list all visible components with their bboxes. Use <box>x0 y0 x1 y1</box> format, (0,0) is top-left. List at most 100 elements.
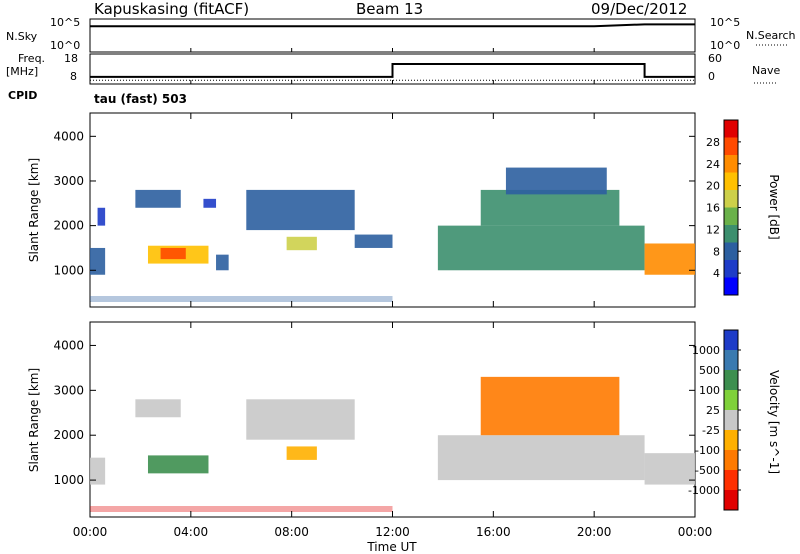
y-tick-label: 1000 <box>53 473 84 487</box>
beam-title: Beam 13 <box>356 0 424 18</box>
power-colorbar-tick-label: 20 <box>706 180 720 193</box>
x-tick-label: 00:00 <box>678 525 713 539</box>
nave-label: Nave <box>752 64 781 77</box>
power-cell <box>160 247 186 260</box>
power-colorbar-tick-label: 16 <box>706 202 720 215</box>
power-colorbar-swatch <box>724 260 738 278</box>
y-tick-label: 2000 <box>53 428 84 442</box>
nsky-label: N.Sky <box>6 30 38 43</box>
freq-label-line1: Freq. <box>18 52 46 65</box>
cpid-label: CPID <box>8 89 38 102</box>
freq-series-line <box>90 62 695 78</box>
velocity-colorbar-swatch <box>724 330 738 351</box>
y-tick-label: 2000 <box>53 219 84 233</box>
power-cell <box>644 243 695 275</box>
velocity-colorbar: 1000 500 100 25 -25 -100 -500 -1000 <box>688 329 741 511</box>
velocity-colorbar-tick-label: -25 <box>702 424 720 437</box>
velocity-colorbar-tick-label: 1000 <box>692 344 720 357</box>
velocity-cell <box>286 446 317 460</box>
velocity-y-axis-label: Slant Range [km] <box>27 368 41 472</box>
y-tick-label: 3000 <box>53 174 84 188</box>
date-title: 09/Dec/2012 <box>591 0 688 18</box>
nsearch-label: N.Search <box>746 29 796 42</box>
power-colorbar-swatch <box>724 225 738 243</box>
velocity-colorbar-swatch <box>724 450 738 471</box>
velocity-near-range-band <box>90 506 393 512</box>
velocity-colorbar-tick-label: 25 <box>706 404 720 417</box>
power-near-range-band <box>90 296 393 302</box>
nsky-right-tick-top: 10^5 <box>710 16 741 29</box>
x-tick-label: 04:00 <box>174 525 209 539</box>
power-colorbar-swatch <box>724 120 738 138</box>
velocity-colorbar-tick-label: -1000 <box>688 484 720 497</box>
nsky-left-tick-bottom: 10^0 <box>50 39 81 52</box>
cpid-text: tau (fast) 503 <box>94 92 187 106</box>
nsky-left-tick-top: 10^5 <box>50 16 81 29</box>
power-colorbar-swatch <box>724 172 738 191</box>
x-tick-label: 20:00 <box>577 525 612 539</box>
nsky-right-tick-bottom: 10^0 <box>710 39 741 52</box>
power-cell <box>246 189 355 231</box>
power-colorbar-tick-label: 12 <box>706 223 720 236</box>
velocity-colorbar-tick-label: 500 <box>699 364 720 377</box>
power-colorbar-swatch <box>724 242 738 261</box>
power-cell <box>437 225 645 271</box>
power-cell <box>135 189 181 208</box>
power-colorbar-label: Power [dB] <box>767 174 781 239</box>
velocity-cell <box>480 376 620 436</box>
velocity-colorbar-swatch <box>724 470 738 491</box>
velocity-colorbar-swatch <box>724 410 738 431</box>
power-colorbar-tick-label: 4 <box>713 267 720 280</box>
velocity-cell <box>135 399 181 418</box>
y-tick-label: 4000 <box>53 129 84 143</box>
velocity-colorbar-swatch <box>724 490 738 511</box>
station-title: Kapuskasing (fitACF) <box>94 0 250 18</box>
freq-left-tick-bottom: 8 <box>70 70 77 83</box>
velocity-colorbar-swatch <box>724 430 738 451</box>
freq-line-layer <box>90 62 695 81</box>
power-colorbar-tick-label: 24 <box>706 158 720 171</box>
velocity-colorbar-frame <box>723 329 739 511</box>
power-cell <box>505 167 607 195</box>
x-tick-label: 16:00 <box>476 525 511 539</box>
velocity-colorbar-swatch <box>724 390 738 411</box>
power-cell <box>216 254 229 271</box>
power-colorbar-tick-label: 8 <box>713 245 720 258</box>
power-cell <box>286 236 317 251</box>
velocity-colorbar-swatch <box>724 350 738 371</box>
power-cell <box>97 207 106 226</box>
power-colorbar-swatch <box>724 277 738 296</box>
velocity-colorbar-label: Velocity [m s^-1] <box>767 370 781 474</box>
x-axis-label: Time UT <box>366 540 417 554</box>
power-colorbar: 28 24 20 16 12 8 4 <box>706 119 741 296</box>
axis-ticks-layer: 00:00 04:00 08:00 12:00 16:00 20:00 00:00 1000 2… <box>53 48 712 539</box>
power-colorbar-tick-label: 28 <box>706 136 720 149</box>
velocity-colorbar-tick-label: -100 <box>695 444 720 457</box>
velocity-colorbar-tick-label: 100 <box>699 384 720 397</box>
freq-left-tick-top: 18 <box>64 52 78 65</box>
nsky-line-layer <box>90 23 695 28</box>
velocity-cell <box>90 457 106 485</box>
velocity-colorbar-tick-label: -500 <box>695 464 720 477</box>
power-colorbar-swatch <box>724 155 738 173</box>
y-tick-label: 1000 <box>53 263 84 277</box>
y-tick-label: 3000 <box>53 383 84 397</box>
nsky-series-line <box>90 23 695 28</box>
velocity-cell <box>437 435 645 481</box>
velocity-cell <box>147 455 209 474</box>
power-cell <box>480 189 620 226</box>
velocity-cell <box>644 453 695 485</box>
power-heatmap-layer <box>90 167 695 302</box>
velocity-cell <box>246 399 355 440</box>
freq-right-tick-top: 60 <box>708 52 722 65</box>
x-tick-label: 12:00 <box>375 525 410 539</box>
x-tick-label: 00:00 <box>73 525 108 539</box>
power-colorbar-swatch <box>724 207 738 226</box>
power-colorbar-swatch <box>724 137 738 156</box>
power-colorbar-swatch <box>724 190 738 208</box>
x-tick-label: 08:00 <box>274 525 309 539</box>
freq-right-tick-bottom: 0 <box>708 70 715 83</box>
power-cell <box>90 247 106 275</box>
power-y-axis-label: Slant Range [km] <box>27 158 41 262</box>
